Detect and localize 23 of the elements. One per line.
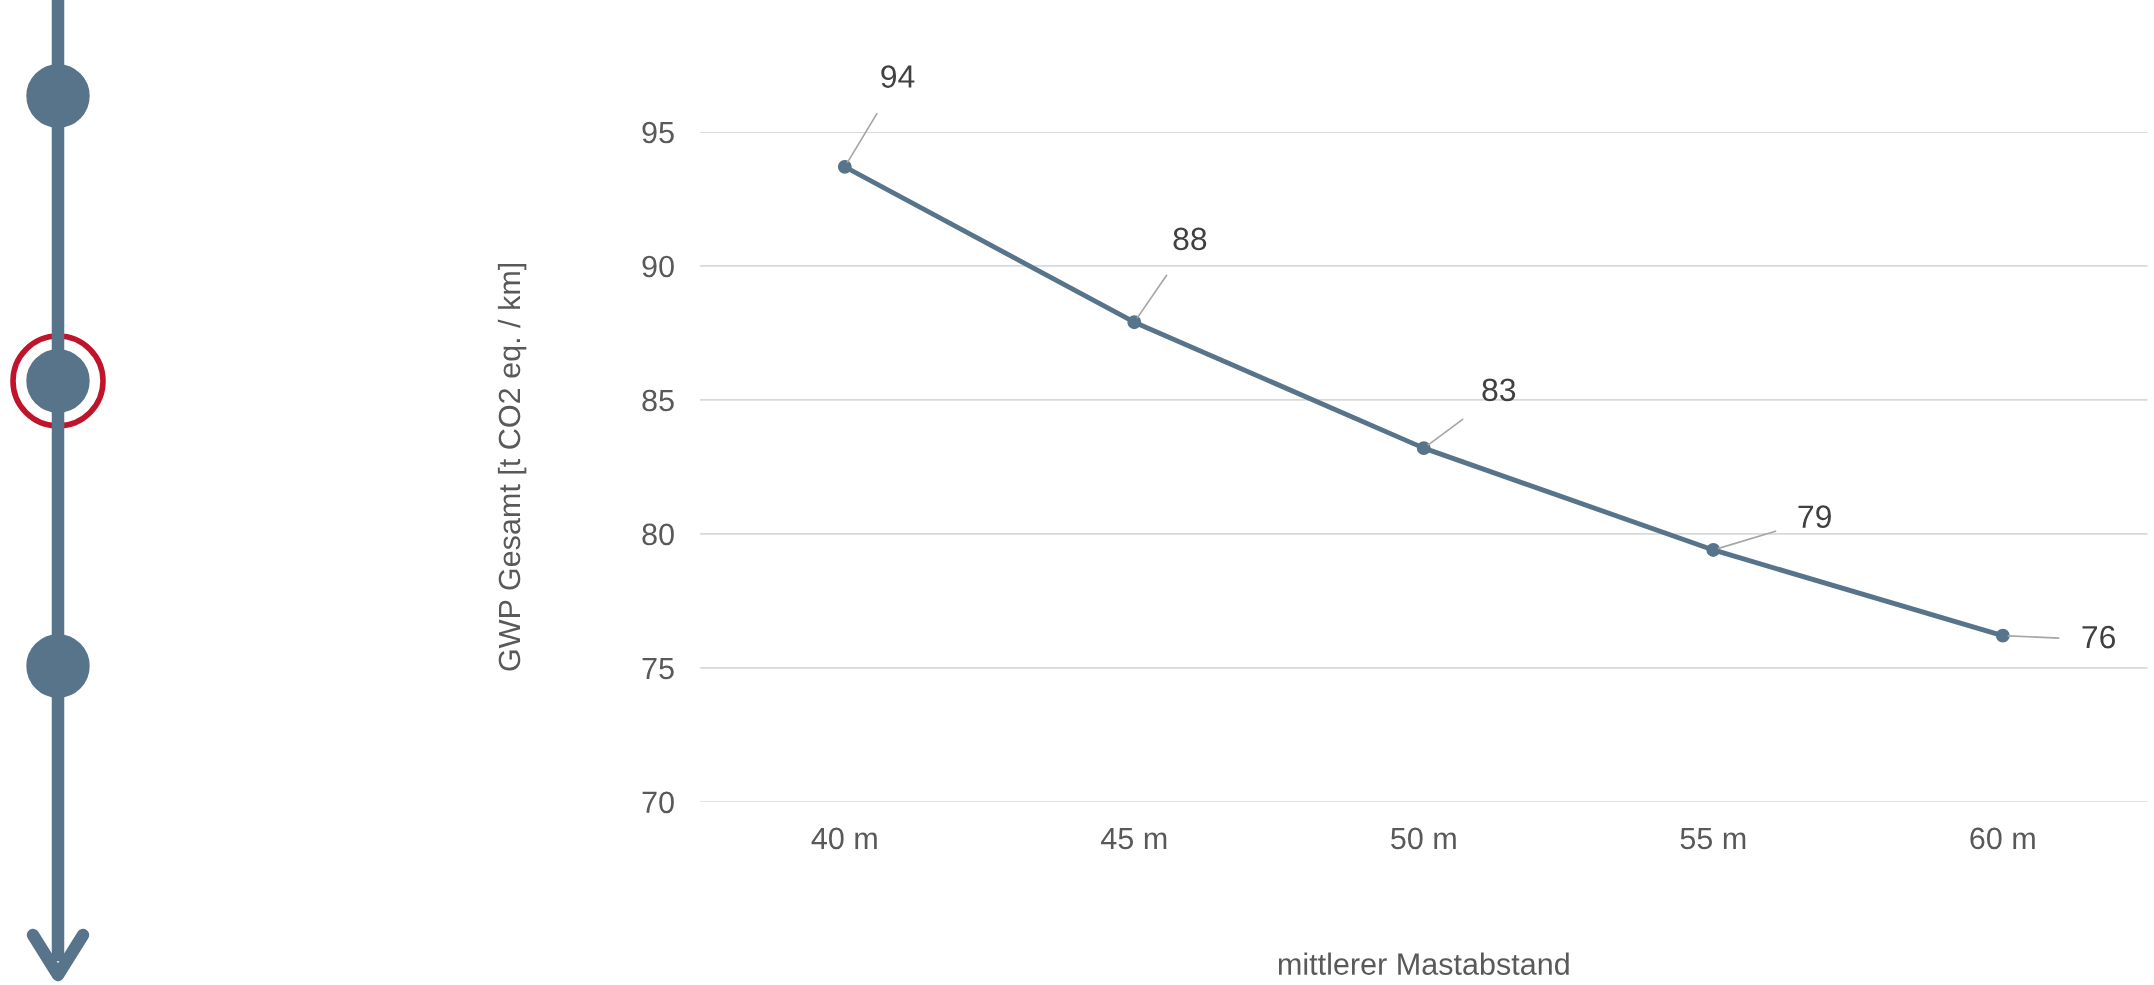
y-tick-label: 95	[642, 121, 674, 144]
point	[1706, 543, 1721, 557]
x-tick-label: 55 m	[1680, 827, 1746, 850]
data-label: 88	[1173, 227, 1207, 251]
data-label: 83	[1482, 378, 1516, 402]
x-tick-label: 45 m	[1101, 827, 1167, 850]
x-tick-label: 40 m	[811, 827, 877, 850]
data-label: 79	[1798, 505, 1831, 528]
y-tick-label: 80	[642, 523, 674, 546]
y-tick-label: 85	[642, 389, 674, 412]
point	[1416, 441, 1431, 456]
point	[1995, 628, 2010, 643]
point	[837, 159, 852, 174]
y-axis-title: GWP Gesamt [t CO2 eq. / km]	[497, 263, 527, 671]
y-tick-label: 90	[642, 255, 674, 278]
x-tick-label: 50 m	[1391, 827, 1456, 850]
data-label: 94	[881, 65, 915, 88]
x-tick-label: 60 m	[1970, 827, 2035, 850]
data-label: 76	[2082, 625, 2115, 649]
y-tick-label: 75	[642, 657, 674, 680]
y-tick-label: 70	[642, 791, 674, 814]
x-axis-title: mittlerer Mastabstand	[1278, 952, 1569, 975]
point	[1127, 315, 1142, 330]
